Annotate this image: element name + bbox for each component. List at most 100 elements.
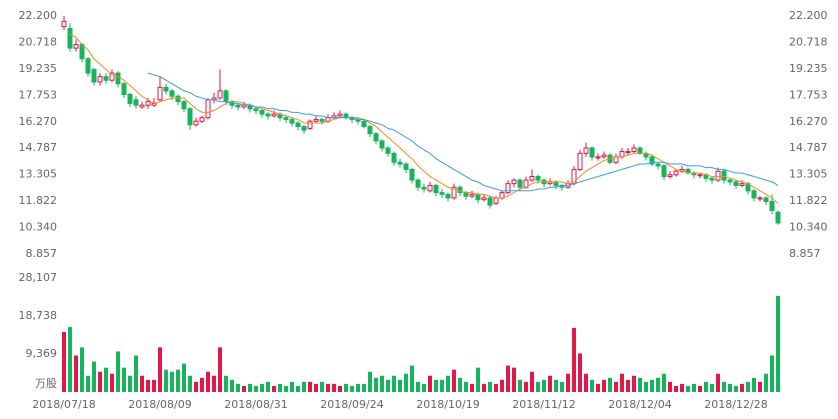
volume-bar (458, 377, 462, 392)
candle-body (85, 58, 91, 74)
volume-bar (110, 373, 114, 392)
volume-bar (464, 381, 468, 392)
y-tick-label-right: 11.822 (789, 194, 828, 207)
candle-body (505, 183, 511, 194)
candle-body (601, 154, 607, 158)
volume-bar (314, 383, 318, 392)
y-tick-label-right: 20.718 (789, 35, 828, 48)
candle-body (751, 190, 757, 199)
x-tick-label: 2018/09/24 (320, 398, 383, 411)
volume-bar (188, 375, 192, 392)
volume-bar (524, 381, 528, 392)
volume-tick-label: 9,369 (26, 347, 58, 360)
volume-bar (116, 351, 120, 392)
candle-body (391, 152, 397, 163)
volume-bar (326, 383, 330, 392)
volume-bar (302, 381, 306, 392)
volume-bar (212, 375, 216, 392)
volume-bar (374, 377, 378, 392)
candle-body (667, 174, 673, 178)
volume-bar (158, 347, 162, 392)
candle-body (337, 113, 343, 117)
volume-bar (122, 367, 126, 392)
volume-bar (344, 383, 348, 392)
candle-body (649, 156, 655, 165)
volume-bar (140, 375, 144, 392)
x-tick-label: 2018/12/28 (704, 398, 767, 411)
volume-bar (254, 385, 258, 392)
candle-body (397, 161, 403, 165)
candle-body (343, 113, 349, 119)
volume-bar (164, 369, 168, 392)
volume-bar (512, 367, 516, 392)
candle-body (433, 184, 439, 194)
candle-body (163, 86, 169, 92)
volume-bar (632, 375, 636, 392)
candle-body (727, 179, 733, 183)
volume-bar (656, 377, 660, 392)
volume-bar (206, 371, 210, 392)
volume-bar (506, 365, 510, 392)
candle-body (439, 192, 445, 195)
candle-body (235, 104, 241, 108)
candle-body (271, 113, 277, 117)
candle-body (187, 108, 193, 126)
volume-bar (734, 385, 738, 392)
volume-bar (170, 371, 174, 392)
candle-body (763, 197, 769, 203)
candle-body (595, 156, 601, 159)
candle-body (535, 176, 541, 181)
x-tick-label: 2018/07/18 (32, 398, 95, 411)
candle-body (415, 179, 421, 188)
candle-body (625, 151, 631, 154)
ma-line (69, 33, 779, 204)
volume-bar (644, 381, 648, 392)
volume-bar (440, 379, 444, 392)
candle-body (757, 197, 763, 200)
volume-bar (176, 369, 180, 392)
y-tick-label-right: 10.340 (789, 221, 828, 234)
volume-bar (590, 379, 594, 392)
y-tick-label: 10.340 (19, 221, 58, 234)
candle-body (577, 152, 583, 170)
volume-bar (626, 379, 630, 392)
candle-body (517, 179, 523, 188)
volume-bar (248, 383, 252, 392)
candle-body (103, 76, 109, 81)
volume-bar (692, 383, 696, 392)
candle-body (73, 44, 79, 49)
volume-bar (242, 385, 246, 392)
volume-bar (278, 383, 282, 392)
volume-bar (308, 381, 312, 392)
y-tick-label: 11.822 (19, 194, 58, 207)
candle-body (253, 108, 259, 112)
candle-body (169, 90, 175, 97)
candle-body (631, 147, 637, 153)
candle-body (655, 163, 661, 167)
candle-body (307, 120, 313, 129)
volume-bar (74, 355, 78, 392)
candle-body (223, 90, 229, 103)
candle-body (421, 186, 427, 190)
volume-bar (452, 369, 456, 392)
y-tick-label-right: 8.857 (789, 247, 821, 260)
candle-body (583, 147, 589, 154)
candle-body (409, 168, 415, 181)
candle-body (217, 90, 223, 99)
volume-bar (638, 377, 642, 392)
volume-bar (434, 379, 438, 392)
volume-bar (584, 373, 588, 392)
volume-bar (398, 379, 402, 392)
volume-bar (416, 381, 420, 392)
candle-body (385, 147, 391, 154)
volume-bar (380, 375, 384, 392)
y-tick-label: 13.305 (19, 168, 58, 181)
candle-body (475, 193, 481, 201)
volume-bar (620, 373, 624, 392)
volume-bar (518, 379, 522, 392)
volume-bar (200, 377, 204, 392)
volume-bar (152, 379, 156, 392)
volume-bar (284, 385, 288, 392)
volume-bar (728, 383, 732, 392)
volume-tick-label: 28,107 (19, 271, 58, 284)
